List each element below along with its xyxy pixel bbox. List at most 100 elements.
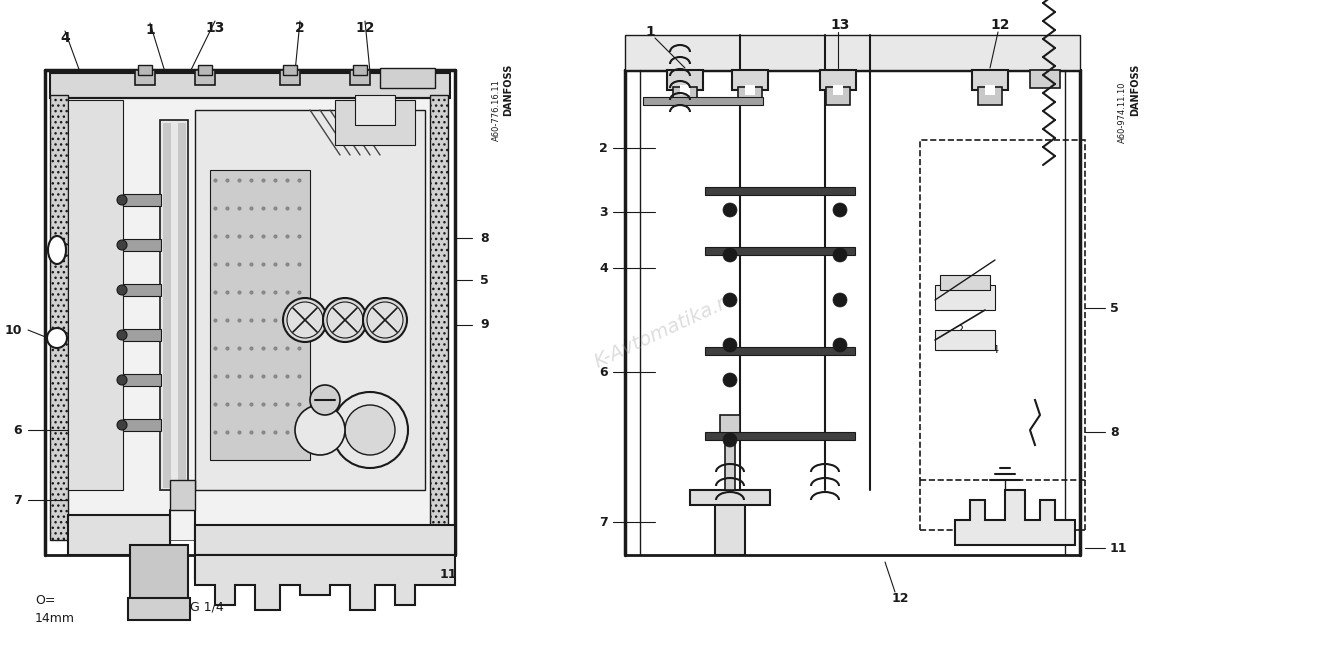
Circle shape [117,195,127,205]
Bar [431,95,448,540]
Bar [68,95,431,540]
Bar [690,490,770,505]
Text: DANFOSS: DANFOSS [503,64,513,116]
Bar [705,347,854,355]
Bar [380,68,435,88]
Circle shape [345,405,395,455]
Bar [68,515,171,555]
Circle shape [295,405,345,455]
Bar [335,100,415,145]
Text: 12: 12 [990,18,1010,32]
Bar [280,70,300,85]
Bar [123,374,161,386]
Text: 14mm: 14mm [35,611,75,625]
Bar [725,435,734,490]
Text: 2: 2 [957,325,964,335]
Bar [353,65,367,75]
Bar [163,123,171,488]
Bar [934,285,994,310]
Bar [123,419,161,431]
Text: 5: 5 [1110,302,1118,314]
Bar [738,87,762,105]
Polygon shape [954,490,1074,545]
Text: A60-776.16.11: A60-776.16.11 [492,79,500,141]
Circle shape [833,338,846,352]
Circle shape [833,293,846,307]
Bar [833,85,842,95]
Circle shape [117,420,127,430]
Bar [705,187,854,195]
Bar [51,73,451,98]
Bar [179,123,187,488]
Circle shape [117,375,127,385]
Ellipse shape [48,236,67,264]
Bar [732,70,768,90]
Text: 1: 1 [645,25,655,39]
Bar [1030,70,1060,88]
Bar [51,95,68,540]
Text: 1: 1 [961,280,969,290]
Circle shape [332,392,408,468]
Text: 3: 3 [600,205,608,218]
Bar [135,70,155,85]
Bar [211,170,311,460]
Bar [920,140,1085,480]
Text: A60-974.11.10: A60-974.11.10 [1117,81,1126,143]
Bar [680,85,690,95]
Text: 4: 4 [992,345,998,355]
Text: 8: 8 [480,232,489,245]
Bar [123,239,161,251]
Text: 5: 5 [480,274,489,287]
Bar [199,65,212,75]
Text: 11: 11 [440,569,457,581]
Bar [666,70,702,90]
Text: 13: 13 [830,18,849,32]
Bar [705,432,854,440]
Bar [139,65,152,75]
Text: DANFOSS: DANFOSS [1130,64,1140,116]
Bar [355,95,395,125]
Text: 13: 13 [205,21,225,35]
Bar [123,284,161,296]
Text: 2: 2 [295,21,305,35]
Bar [985,85,994,95]
Bar [131,545,188,600]
Text: 8: 8 [1110,426,1118,438]
Bar [283,65,297,75]
Circle shape [367,302,403,338]
Bar [128,598,191,620]
Circle shape [117,285,127,295]
Text: 9: 9 [480,319,489,331]
Circle shape [287,302,323,338]
Text: 10: 10 [4,323,23,337]
Bar [714,500,745,555]
Bar [820,70,856,90]
Circle shape [363,298,407,342]
Bar [720,415,740,435]
Bar [673,87,697,105]
Bar [351,70,371,85]
Circle shape [47,328,67,348]
Text: 7: 7 [13,493,23,506]
Bar [826,87,850,105]
Circle shape [833,248,846,262]
Text: 4: 4 [60,31,69,45]
Bar [123,194,161,206]
Text: 12: 12 [356,21,375,35]
Polygon shape [195,555,455,610]
Text: K-Avtomatika.ru: K-Avtomatika.ru [592,289,741,371]
Text: 2: 2 [600,142,608,155]
Bar [195,110,425,490]
Circle shape [722,203,737,217]
Circle shape [722,373,737,387]
Bar [123,329,161,341]
Text: G 1/4: G 1/4 [191,600,224,613]
Text: O=: O= [35,594,56,607]
Circle shape [722,433,737,447]
Text: 4: 4 [600,262,608,274]
Bar [68,100,123,490]
Circle shape [117,240,127,250]
Bar [940,275,990,290]
Bar [978,87,1002,105]
Bar [705,247,854,255]
